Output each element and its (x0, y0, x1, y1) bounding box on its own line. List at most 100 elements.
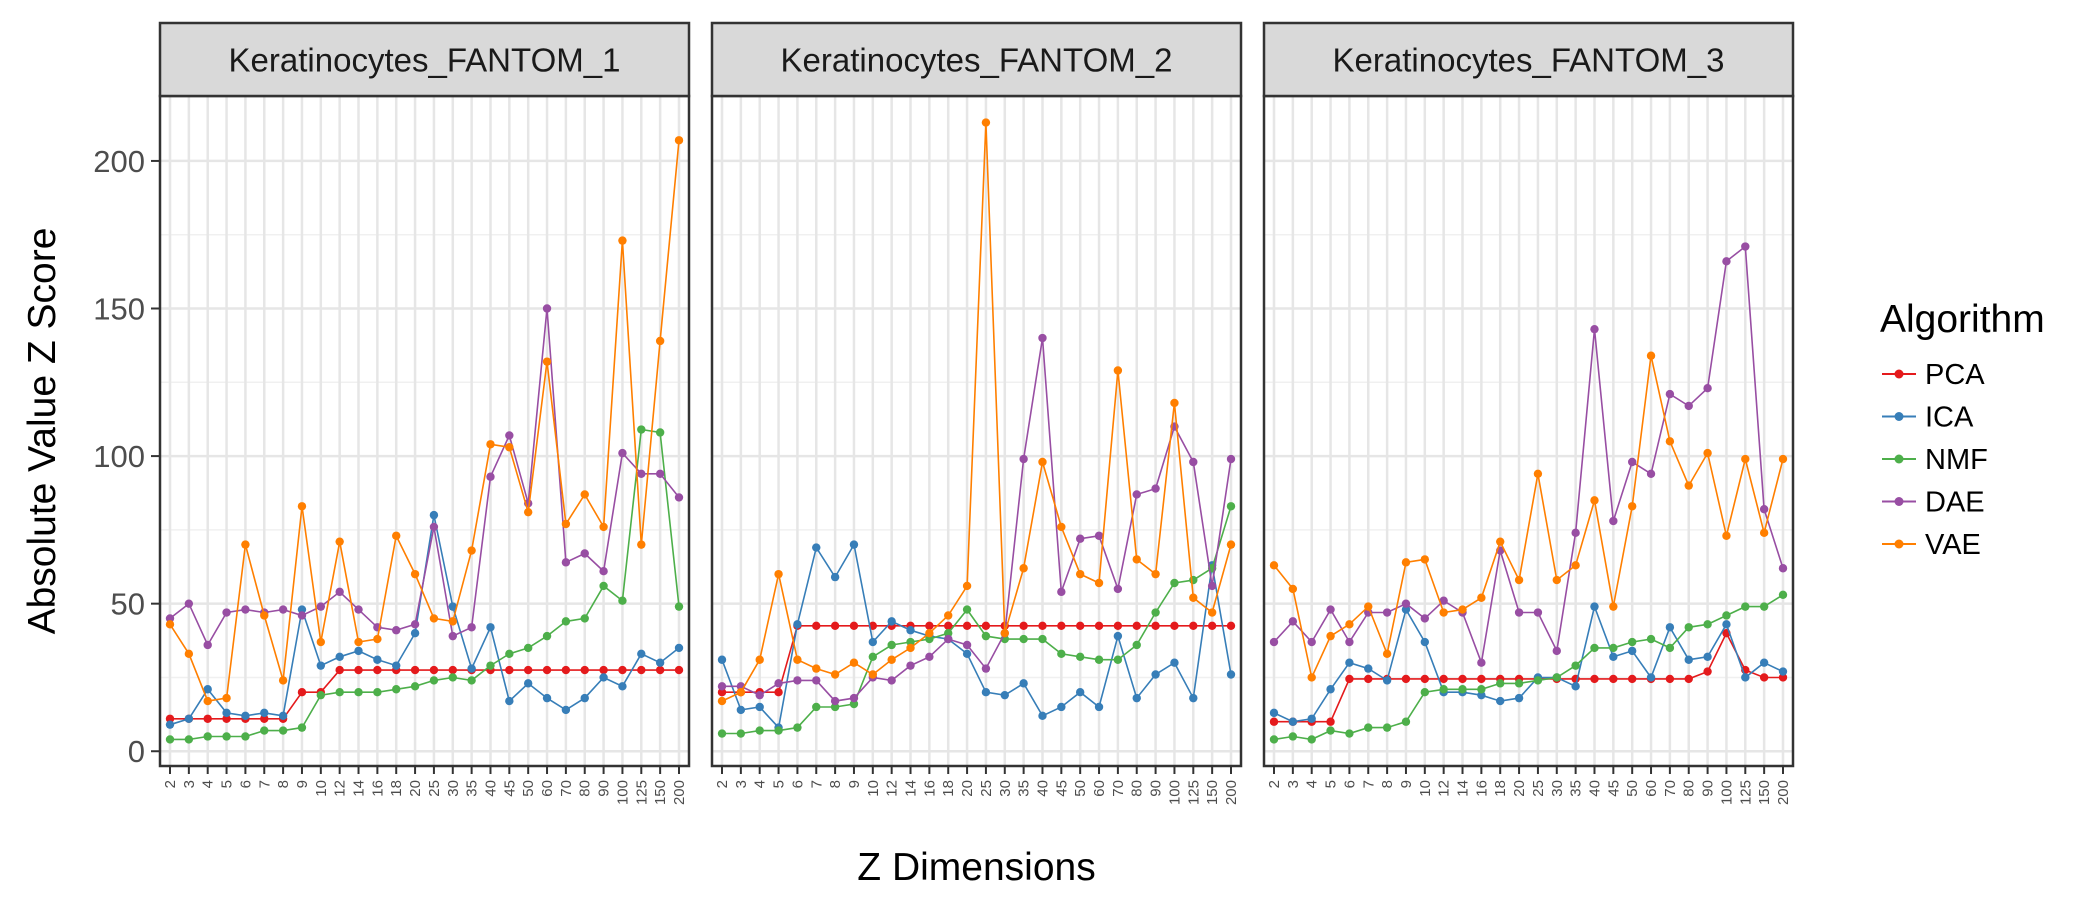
data-point-dae (1113, 584, 1123, 594)
data-point-pca (1590, 674, 1599, 684)
data-point-nmf (278, 726, 288, 735)
data-point-nmf (184, 735, 194, 744)
x-tick-label: 20 (407, 780, 424, 797)
data-point-nmf (580, 614, 589, 623)
data-point-ica (354, 646, 363, 656)
data-point-dae (278, 605, 288, 614)
x-tick-label: 7 (808, 780, 825, 788)
legend-item-vae: VAE (1882, 529, 1981, 561)
data-point-ica (1288, 717, 1298, 726)
data-point-vae (655, 336, 665, 346)
data-point-ica (793, 620, 802, 629)
data-point-pca (1170, 621, 1179, 631)
data-point-vae (1226, 540, 1236, 549)
data-point-nmf (467, 676, 476, 685)
data-point-nmf (637, 425, 646, 434)
y-tick-label: 50 (111, 587, 145, 622)
data-point-pca (655, 665, 665, 675)
data-point-dae (203, 640, 212, 650)
data-point-dae (1207, 581, 1217, 591)
data-point-vae (1477, 593, 1486, 602)
data-point-nmf (1307, 735, 1316, 744)
data-point-nmf (1533, 676, 1543, 685)
panel-3: Keratinocytes_FANTOM_32 3 4 5 6 7 8 9 10 12 14 16 18… (1262, 21, 1795, 805)
x-tick-label: 90 (596, 780, 613, 797)
x-tick-label: 14 (351, 780, 368, 797)
data-point-nmf (561, 617, 571, 626)
x-tick-label: 30 (445, 780, 462, 797)
data-point-vae (184, 649, 194, 659)
data-point-dae (1326, 605, 1335, 614)
data-point-ica (165, 720, 175, 729)
data-point-vae (278, 676, 288, 685)
data-point-ica (1269, 708, 1279, 718)
data-point-ica (335, 652, 344, 661)
data-point-dae (184, 599, 194, 608)
x-tick-label: 20 (1511, 780, 1528, 797)
data-point-dae (944, 634, 953, 644)
data-point-nmf (1552, 673, 1561, 682)
series-line-vae (1273, 355, 1784, 681)
data-point-dae (505, 431, 514, 440)
y-tick-label: 200 (93, 144, 145, 179)
data-point-dae (717, 682, 727, 691)
x-tick-label: 125 (1185, 780, 1202, 805)
x-tick-label: 25 (1530, 780, 1547, 797)
y-tick-label: 100 (93, 439, 145, 474)
legend-label: VAE (1925, 529, 1981, 561)
data-point-nmf (448, 673, 457, 682)
data-point-nmf (1420, 688, 1430, 697)
x-tick-label: 12 (884, 780, 901, 797)
x-tick-label: 40 (1586, 780, 1603, 797)
data-point-ica (1364, 664, 1373, 673)
data-point-ica (812, 543, 821, 552)
x-tick-label: 3 (181, 780, 198, 788)
data-point-vae (429, 614, 439, 623)
x-tick-label: 4 (752, 780, 769, 788)
data-point-ica (1703, 652, 1712, 661)
data-point-pca (1189, 621, 1198, 631)
data-point-vae (1057, 522, 1066, 532)
data-point-ica (1170, 658, 1179, 667)
data-point-ica (1189, 693, 1198, 703)
data-point-pca (260, 714, 269, 723)
data-point-nmf (1627, 637, 1637, 647)
data-point-pca (354, 665, 363, 675)
data-point-pca (1226, 621, 1236, 631)
legend-key-point (1894, 539, 1904, 549)
data-point-pca (1019, 621, 1028, 631)
data-point-vae (1151, 569, 1160, 579)
x-tick-label: 10 (1417, 780, 1434, 797)
data-point-ica (887, 617, 896, 626)
data-point-nmf (1288, 732, 1298, 741)
x-tick-label: 150 (1204, 780, 1221, 805)
data-point-dae (1401, 599, 1411, 608)
data-point-dae (316, 602, 326, 611)
x-tick-label: 2 (714, 780, 731, 788)
data-point-dae (887, 676, 896, 685)
data-point-nmf (1151, 608, 1160, 617)
data-point-ica (736, 705, 746, 715)
data-point-dae (655, 469, 665, 478)
data-point-vae (1269, 561, 1279, 570)
data-point-nmf (1057, 649, 1066, 659)
data-point-ica (1514, 693, 1524, 703)
x-tick-label: 8 (275, 780, 292, 788)
data-point-dae (1627, 457, 1637, 467)
x-tick-label: 50 (1624, 780, 1641, 797)
data-point-ica (561, 705, 571, 715)
data-point-dae (1778, 564, 1788, 573)
x-tick-label: 70 (1110, 780, 1127, 797)
data-point-pca (1703, 667, 1712, 676)
data-point-dae (1439, 596, 1448, 605)
series-line-pca (722, 624, 1231, 694)
data-point-vae (1288, 584, 1298, 594)
data-point-ica (1226, 670, 1236, 679)
x-tick-label: 20 (959, 780, 976, 797)
x-tick-label: 7 (1360, 780, 1377, 788)
data-point-dae (1590, 324, 1599, 334)
data-point-pca (1364, 674, 1373, 684)
x-tick-label: 200 (1775, 780, 1792, 805)
data-point-vae (542, 357, 552, 366)
data-point-ica (1075, 688, 1085, 697)
